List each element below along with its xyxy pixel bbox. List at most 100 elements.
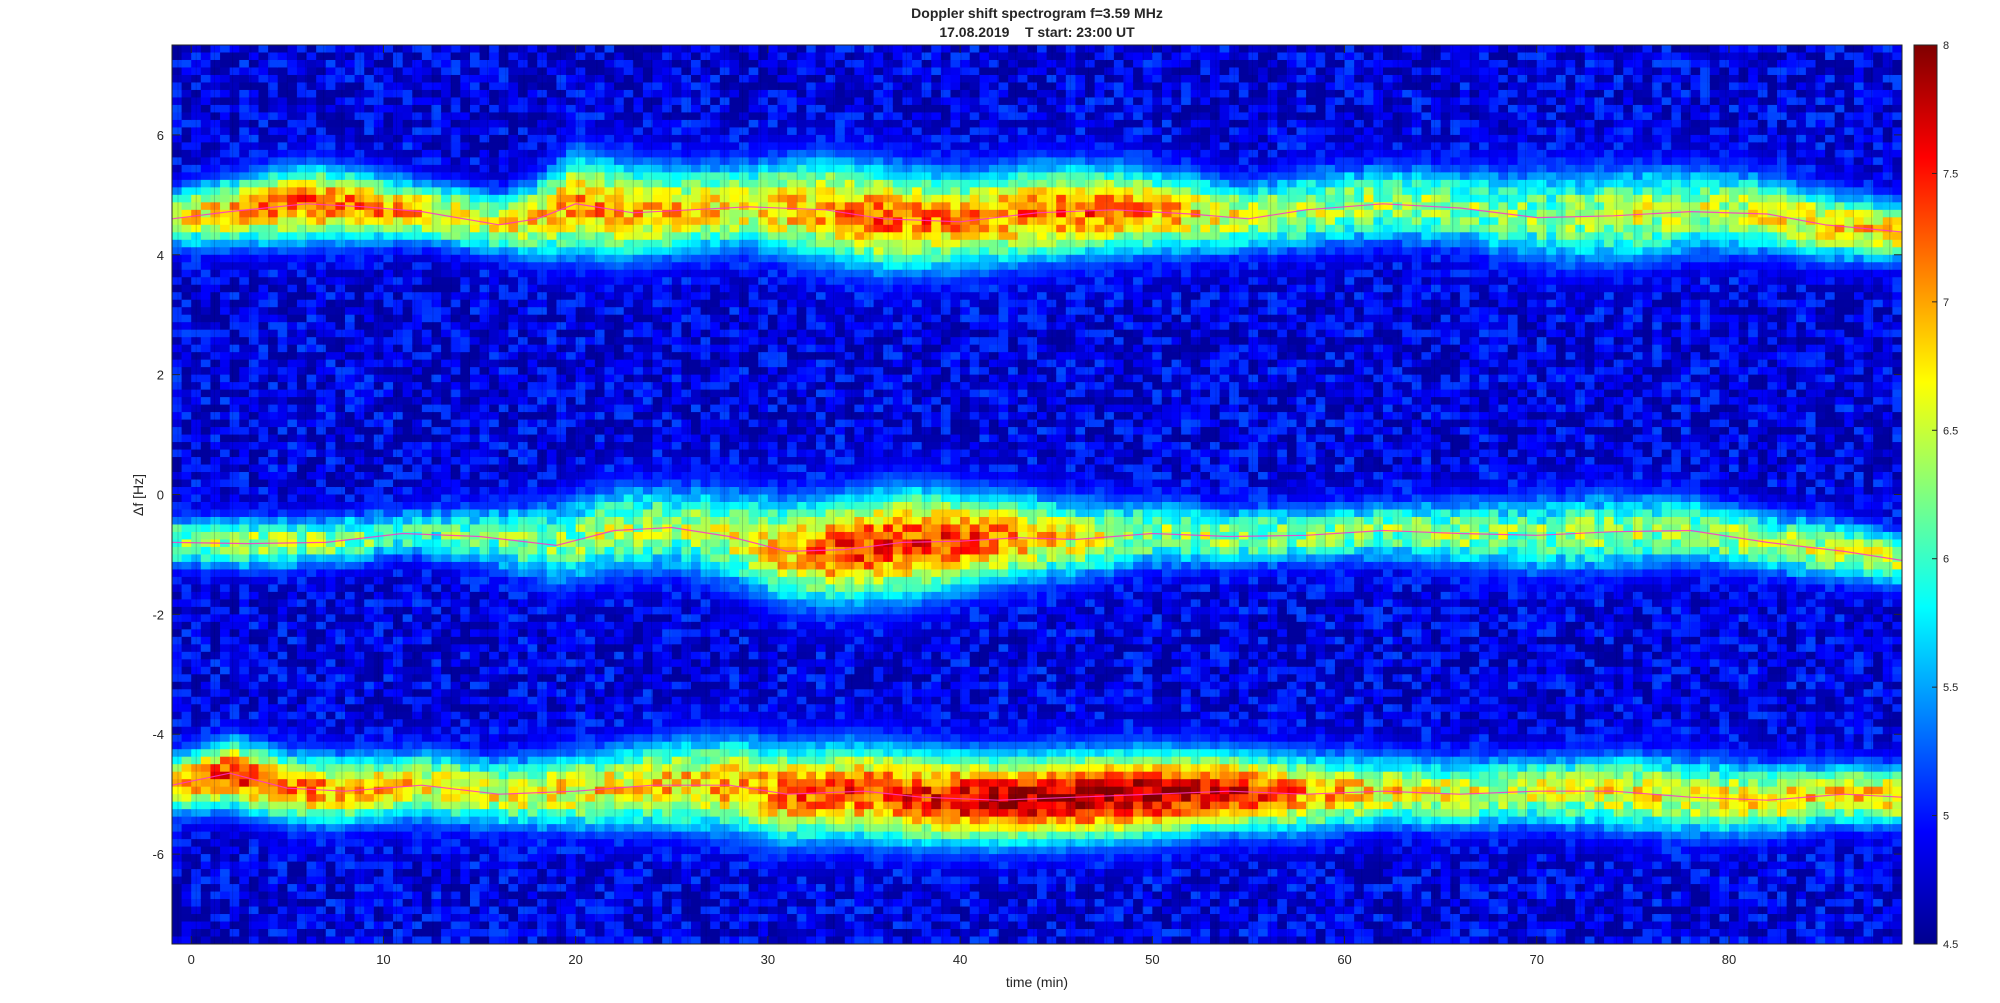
spectrogram-cell [556,239,567,248]
spectrogram-cell [373,367,385,376]
spectrogram-cell [296,442,308,451]
spectrogram-cell [431,187,442,196]
spectrogram-cell [479,472,490,481]
spectrogram-cell [537,696,548,705]
spectrogram-cell [335,359,346,368]
spectrogram-cell [306,876,317,885]
spectrogram-cell [431,666,442,675]
spectrogram-cell [546,554,558,563]
spectrogram-cell [181,884,192,893]
spectrogram-cell [277,629,288,638]
spectrogram-cell [431,786,442,795]
spectrogram-cell [287,546,298,556]
spectrogram-cell [450,232,461,241]
spectrogram-cell [393,269,404,278]
spectrogram-cell [325,187,336,196]
spectrogram-cell [191,82,202,91]
spectrogram-cell [460,45,471,54]
spectrogram-cell [508,524,519,533]
spectrogram-cell [546,89,558,99]
spectrogram-cell [546,307,558,316]
spectrogram-cell [546,779,558,788]
spectrogram-cell [498,232,509,241]
spectrogram-cell [268,434,279,443]
spectrogram-cell [316,891,327,900]
spectrogram-cell [527,524,538,533]
spectrogram-cell [220,74,231,84]
spectrogram-cell [181,277,192,286]
spectrogram-cell [200,434,212,443]
spectrogram-cell [450,442,461,451]
spectrogram-cell [383,771,394,780]
spectrogram-cell [508,546,519,556]
spectrogram-cell [258,284,269,293]
spectrogram-cell [383,801,394,810]
spectrogram-cell [181,59,192,69]
spectrogram-cell [412,82,423,91]
spectrogram-cell [287,756,298,765]
spectrogram-cell [277,262,288,271]
spectrogram-cell [373,149,385,158]
spectrogram-cell [345,831,356,840]
spectrogram-cell [537,846,548,855]
spectrogram-cell [421,367,433,376]
spectrogram-cell [258,269,269,278]
spectrogram-cell [546,74,558,84]
spectrogram-cell [546,524,558,533]
spectrogram-cell [354,164,365,173]
spectrogram-cell [200,374,212,383]
spectrogram-cell [287,854,298,863]
spectrogram-cell [489,322,500,331]
spectrogram-cell [566,52,577,61]
spectrogram-cell [566,269,577,278]
spectrogram-cell [277,284,288,293]
spectrogram-cell [431,681,442,690]
spectrogram-cell [373,659,385,668]
spectrogram-cell [537,314,548,323]
spectrogram-cell [498,636,509,645]
spectrogram-cell [354,194,365,203]
spectrogram-cell [296,741,308,750]
spectrogram-cell [498,861,509,870]
spectrogram-cell [364,606,375,615]
spectrogram-cell [335,629,346,638]
spectrogram-cell [402,854,413,863]
spectrogram-cell [345,644,356,653]
spectrogram-cell [345,809,356,818]
spectrogram-cell [191,861,202,870]
spectrogram-cell [460,164,471,173]
spectrogram-cell [556,142,567,151]
spectrogram-cell [556,899,567,908]
spectrogram-cell [200,277,212,286]
spectrogram-cell [498,884,509,893]
spectrogram-cell [210,164,221,173]
spectrogram-cell [210,487,221,496]
spectrogram-cell [191,569,202,578]
spectrogram-cell [527,689,538,698]
spectrogram-cell [469,741,481,750]
spectrogram-cell [229,801,240,810]
spectrogram-cell [181,359,192,368]
spectrogram-cell [421,651,433,660]
spectrogram-cell [373,209,385,218]
spectrogram-cell [210,621,221,630]
spectrogram-cell [373,621,385,630]
spectrogram-cell [412,539,423,548]
spectrogram-cell [306,621,317,630]
spectrogram-cell [402,284,413,293]
spectrogram-cell [181,576,192,585]
spectrogram-cell [277,584,288,593]
spectrogram-cell [537,172,548,181]
spectrogram-cell [287,82,298,91]
spectrogram-cell [191,764,202,773]
spectrogram-cell [345,854,356,863]
spectrogram-cell [412,786,423,795]
spectrogram-cell [335,45,346,54]
spectrogram-cell [335,659,346,668]
spectrogram-cell [383,831,394,840]
spectrogram-cell [556,764,567,773]
spectrogram-cell [248,412,260,421]
spectrogram-cell [373,734,385,743]
spectrogram-cell [402,194,413,203]
spectrogram-cell [354,786,365,795]
